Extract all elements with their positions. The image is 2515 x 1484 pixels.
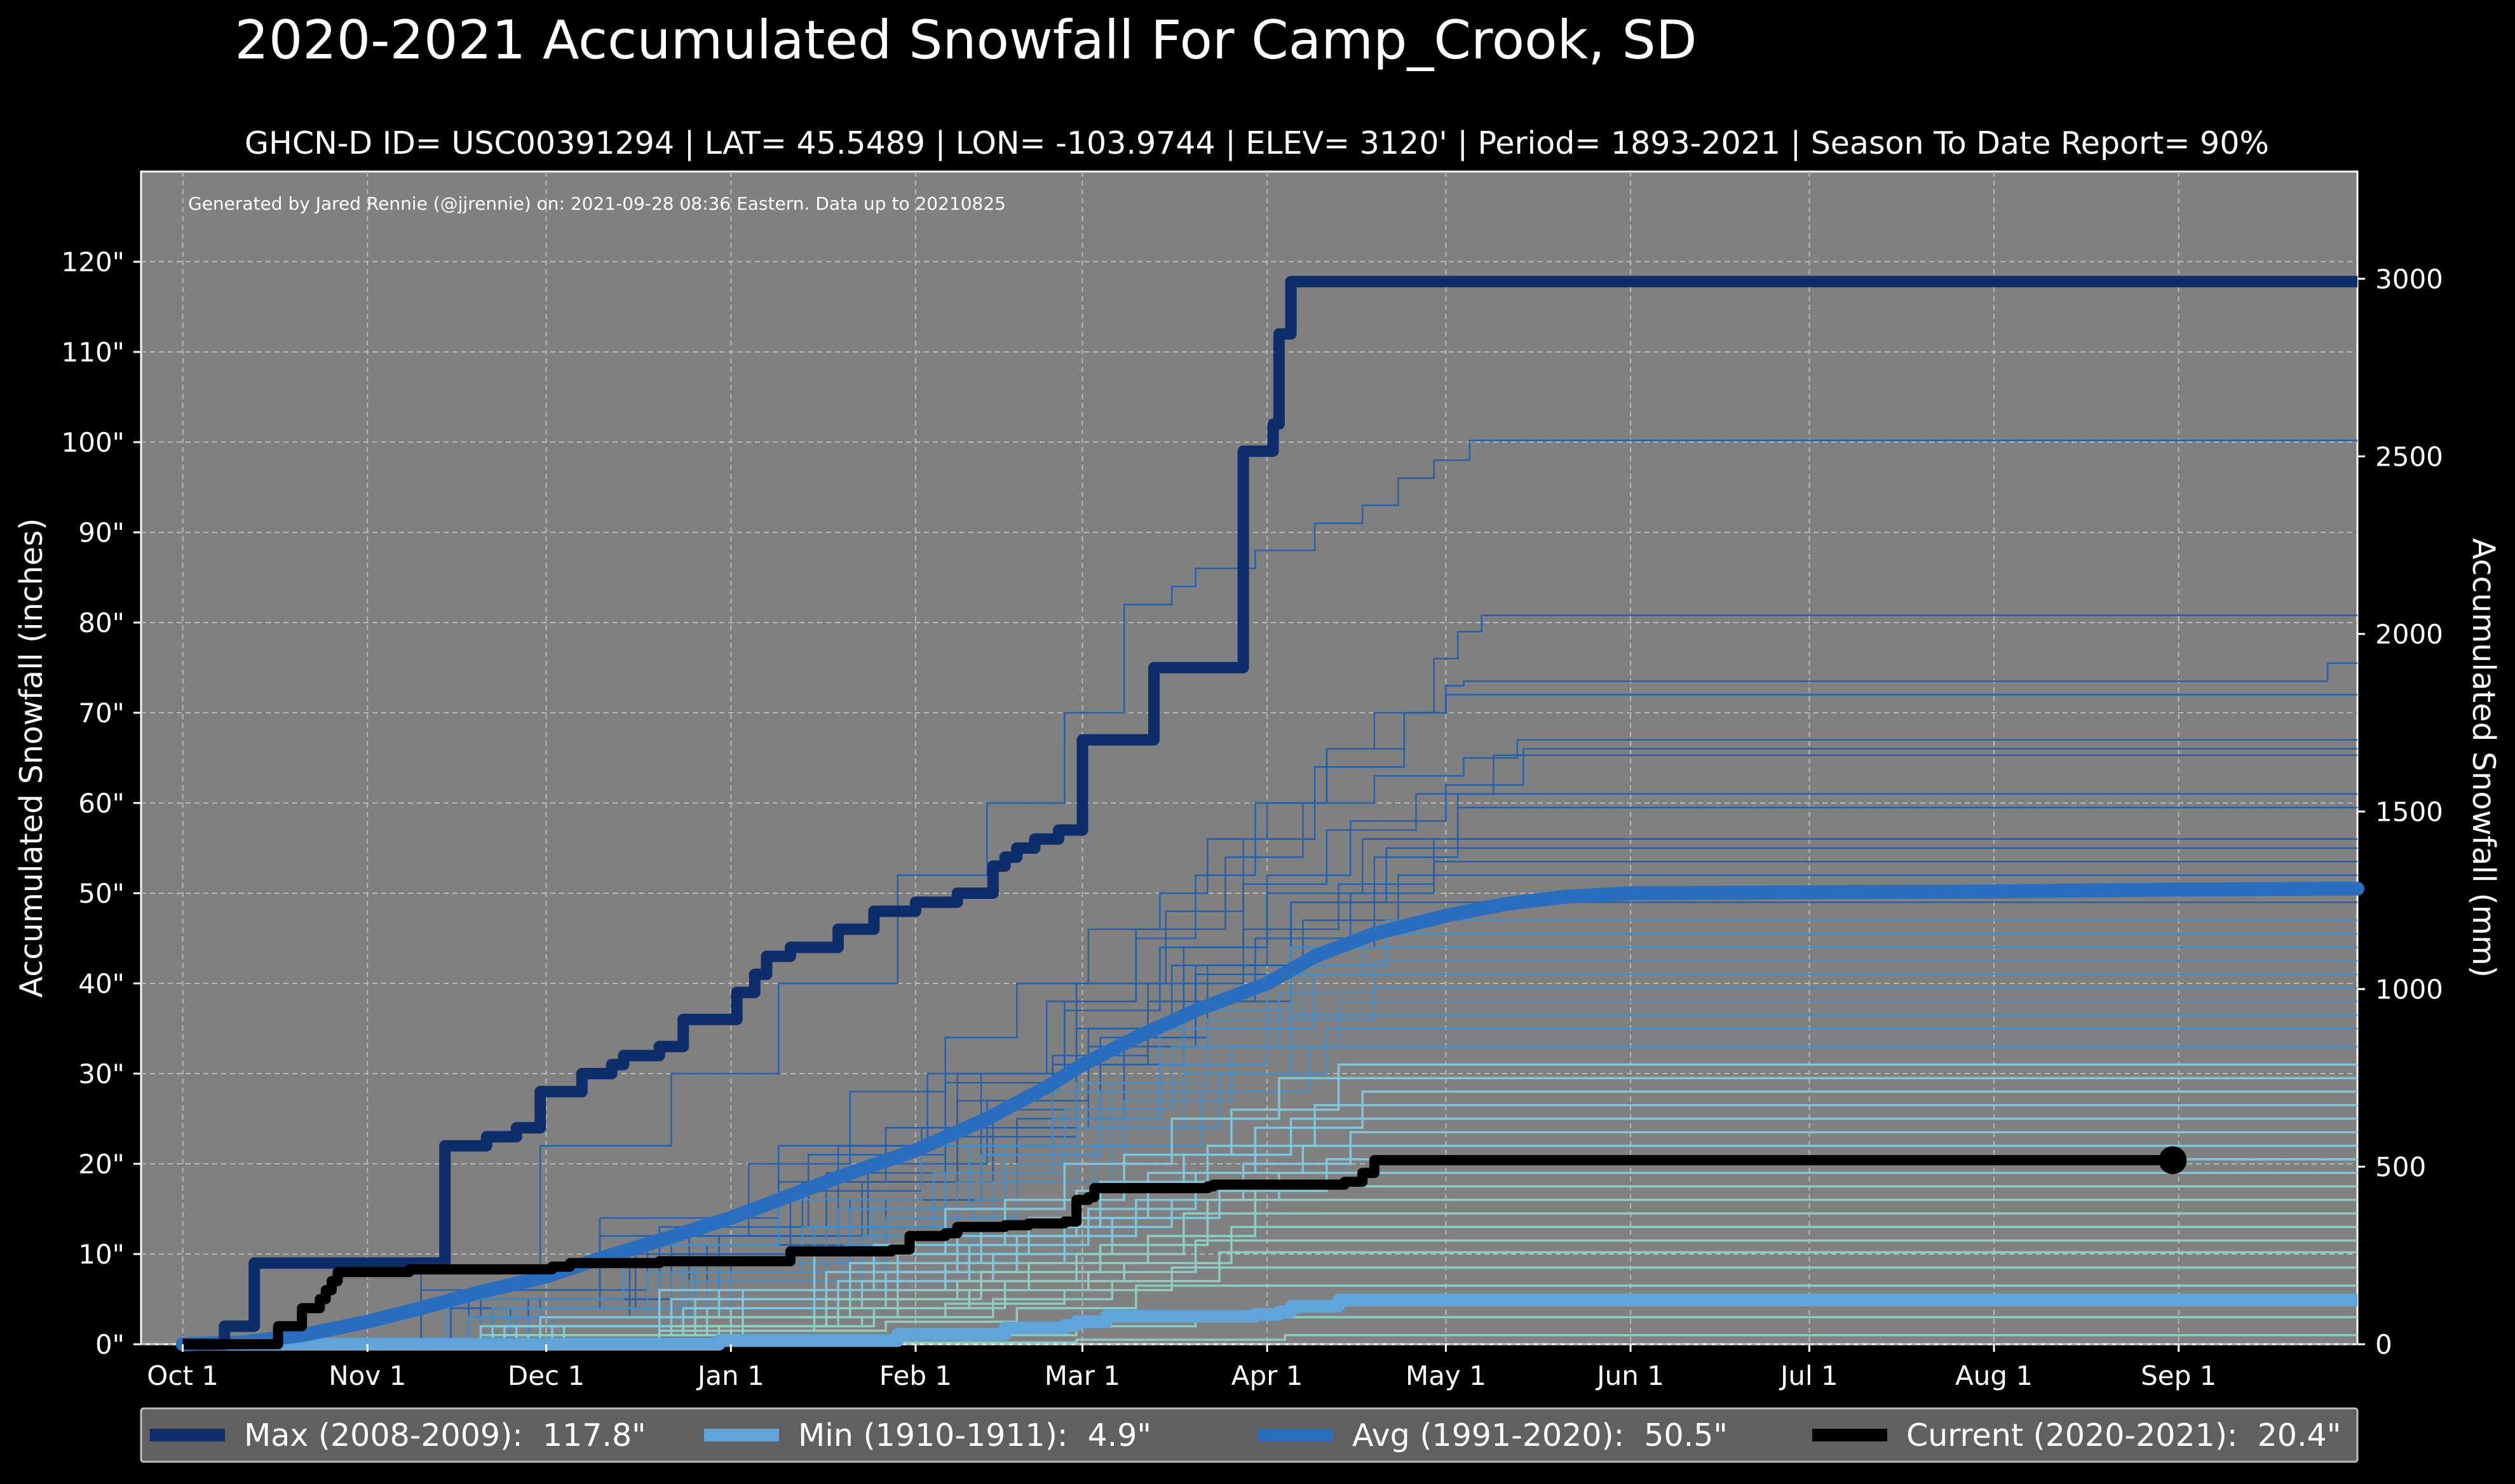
y-tick-label: 0" [95, 1329, 125, 1360]
legend-item-min: Min (1910-1911): 4.9" [704, 1417, 1151, 1454]
y-tick-label: 80" [78, 607, 125, 638]
historical-seasons [212, 439, 2357, 1346]
x-tick-label: Apr 1 [1231, 1360, 1303, 1391]
y-tick-label: 100" [62, 427, 125, 458]
y-tick-label: 60" [78, 788, 125, 819]
y-tick-label: 70" [78, 698, 125, 729]
x-tick-label: Jul 1 [1779, 1360, 1838, 1391]
legend-item-avg: Avg (1991-2020): 50.5" [1258, 1417, 1728, 1454]
x-tick-label: May 1 [1406, 1360, 1486, 1391]
y-right-tick-label: 2000 [2375, 619, 2443, 650]
current-season-endpoint [2159, 1146, 2187, 1175]
plot-area [140, 170, 2359, 1346]
y-right-tick-label: 1500 [2375, 796, 2443, 827]
credit-text: Generated by Jared Rennie (@jjrennie) on… [188, 193, 1006, 214]
y-axis-right: 0 500 1000 1500 2000 2500 3000 [2357, 264, 2443, 1360]
current-season-line [182, 1155, 2173, 1349]
x-tick-label: Oct 1 [147, 1360, 219, 1391]
historical-season-line [230, 439, 2357, 1346]
y-tick-label: 90" [78, 517, 125, 548]
x-axis: Oct 1 Nov 1 Dec 1 Jan 1 Feb 1 Mar 1 Apr 1 May 1… [147, 1344, 2216, 1391]
legend: Max (2008-2009): 117.8" Min (1910-1911): … [140, 1407, 2359, 1463]
legend-item-max: Max (2008-2009): 117.8" [150, 1417, 646, 1454]
highlight-series [175, 276, 2364, 1351]
y-tick-label: 10" [78, 1239, 125, 1270]
x-tick-label: Aug 1 [1955, 1360, 2033, 1391]
y-right-tick-label: 500 [2375, 1151, 2426, 1182]
x-tick-label: Jun 1 [1595, 1360, 1664, 1391]
historical-season-line [212, 739, 2357, 1346]
y-tick-label: 50" [78, 878, 125, 909]
y-axis-label-left: Accumulated Snowfall (inches) [13, 518, 50, 998]
x-tick-label: Dec 1 [508, 1360, 585, 1391]
chart-title: 2020-2021 Accumulated Snowfall For Camp_… [234, 9, 1697, 71]
legend-box [140, 1407, 2359, 1463]
y-tick-label: 120" [62, 246, 125, 278]
legend-label: Avg (1991-2020): 50.5" [1352, 1417, 1728, 1454]
legend-label: Min (1910-1911): 4.9" [798, 1417, 1151, 1454]
y-right-tick-label: 2500 [2375, 441, 2443, 472]
legend-label: Max (2008-2009): 117.8" [244, 1417, 646, 1454]
x-tick-label: Mar 1 [1045, 1360, 1120, 1391]
max-season-line [182, 276, 2357, 1350]
chart-subtitle: GHCN-D ID= USC00391294 | LAT= 45.5489 | … [245, 125, 2269, 161]
x-tick-label: Feb 1 [879, 1360, 952, 1391]
legend-label: Current (2020-2021): 20.4" [1906, 1417, 2341, 1454]
y-axis-left: 0" 10" 20" 30" 40" 50" 60" 70" 80" 90" 100" 110" 120… [62, 246, 141, 1360]
x-tick-label: Jan 1 [696, 1360, 764, 1391]
y-right-tick-label: 1000 [2375, 974, 2443, 1005]
y-tick-label: 110" [62, 337, 125, 368]
y-right-tick-label: 0 [2375, 1329, 2392, 1360]
min-season-line [182, 1293, 2357, 1351]
y-tick-label: 30" [78, 1058, 125, 1089]
y-tick-label: 20" [78, 1149, 125, 1180]
y-axis-label-right: Accumulated Snowfall (mm) [2465, 538, 2502, 978]
legend-item-current: Current (2020-2021): 20.4" [1812, 1417, 2341, 1454]
historical-season-line [254, 614, 2357, 1346]
x-tick-label: Nov 1 [329, 1360, 406, 1391]
average-season-line [175, 881, 2364, 1351]
x-tick-label: Sep 1 [2141, 1360, 2216, 1391]
y-tick-label: 40" [78, 968, 125, 999]
y-right-tick-label: 3000 [2375, 264, 2443, 295]
